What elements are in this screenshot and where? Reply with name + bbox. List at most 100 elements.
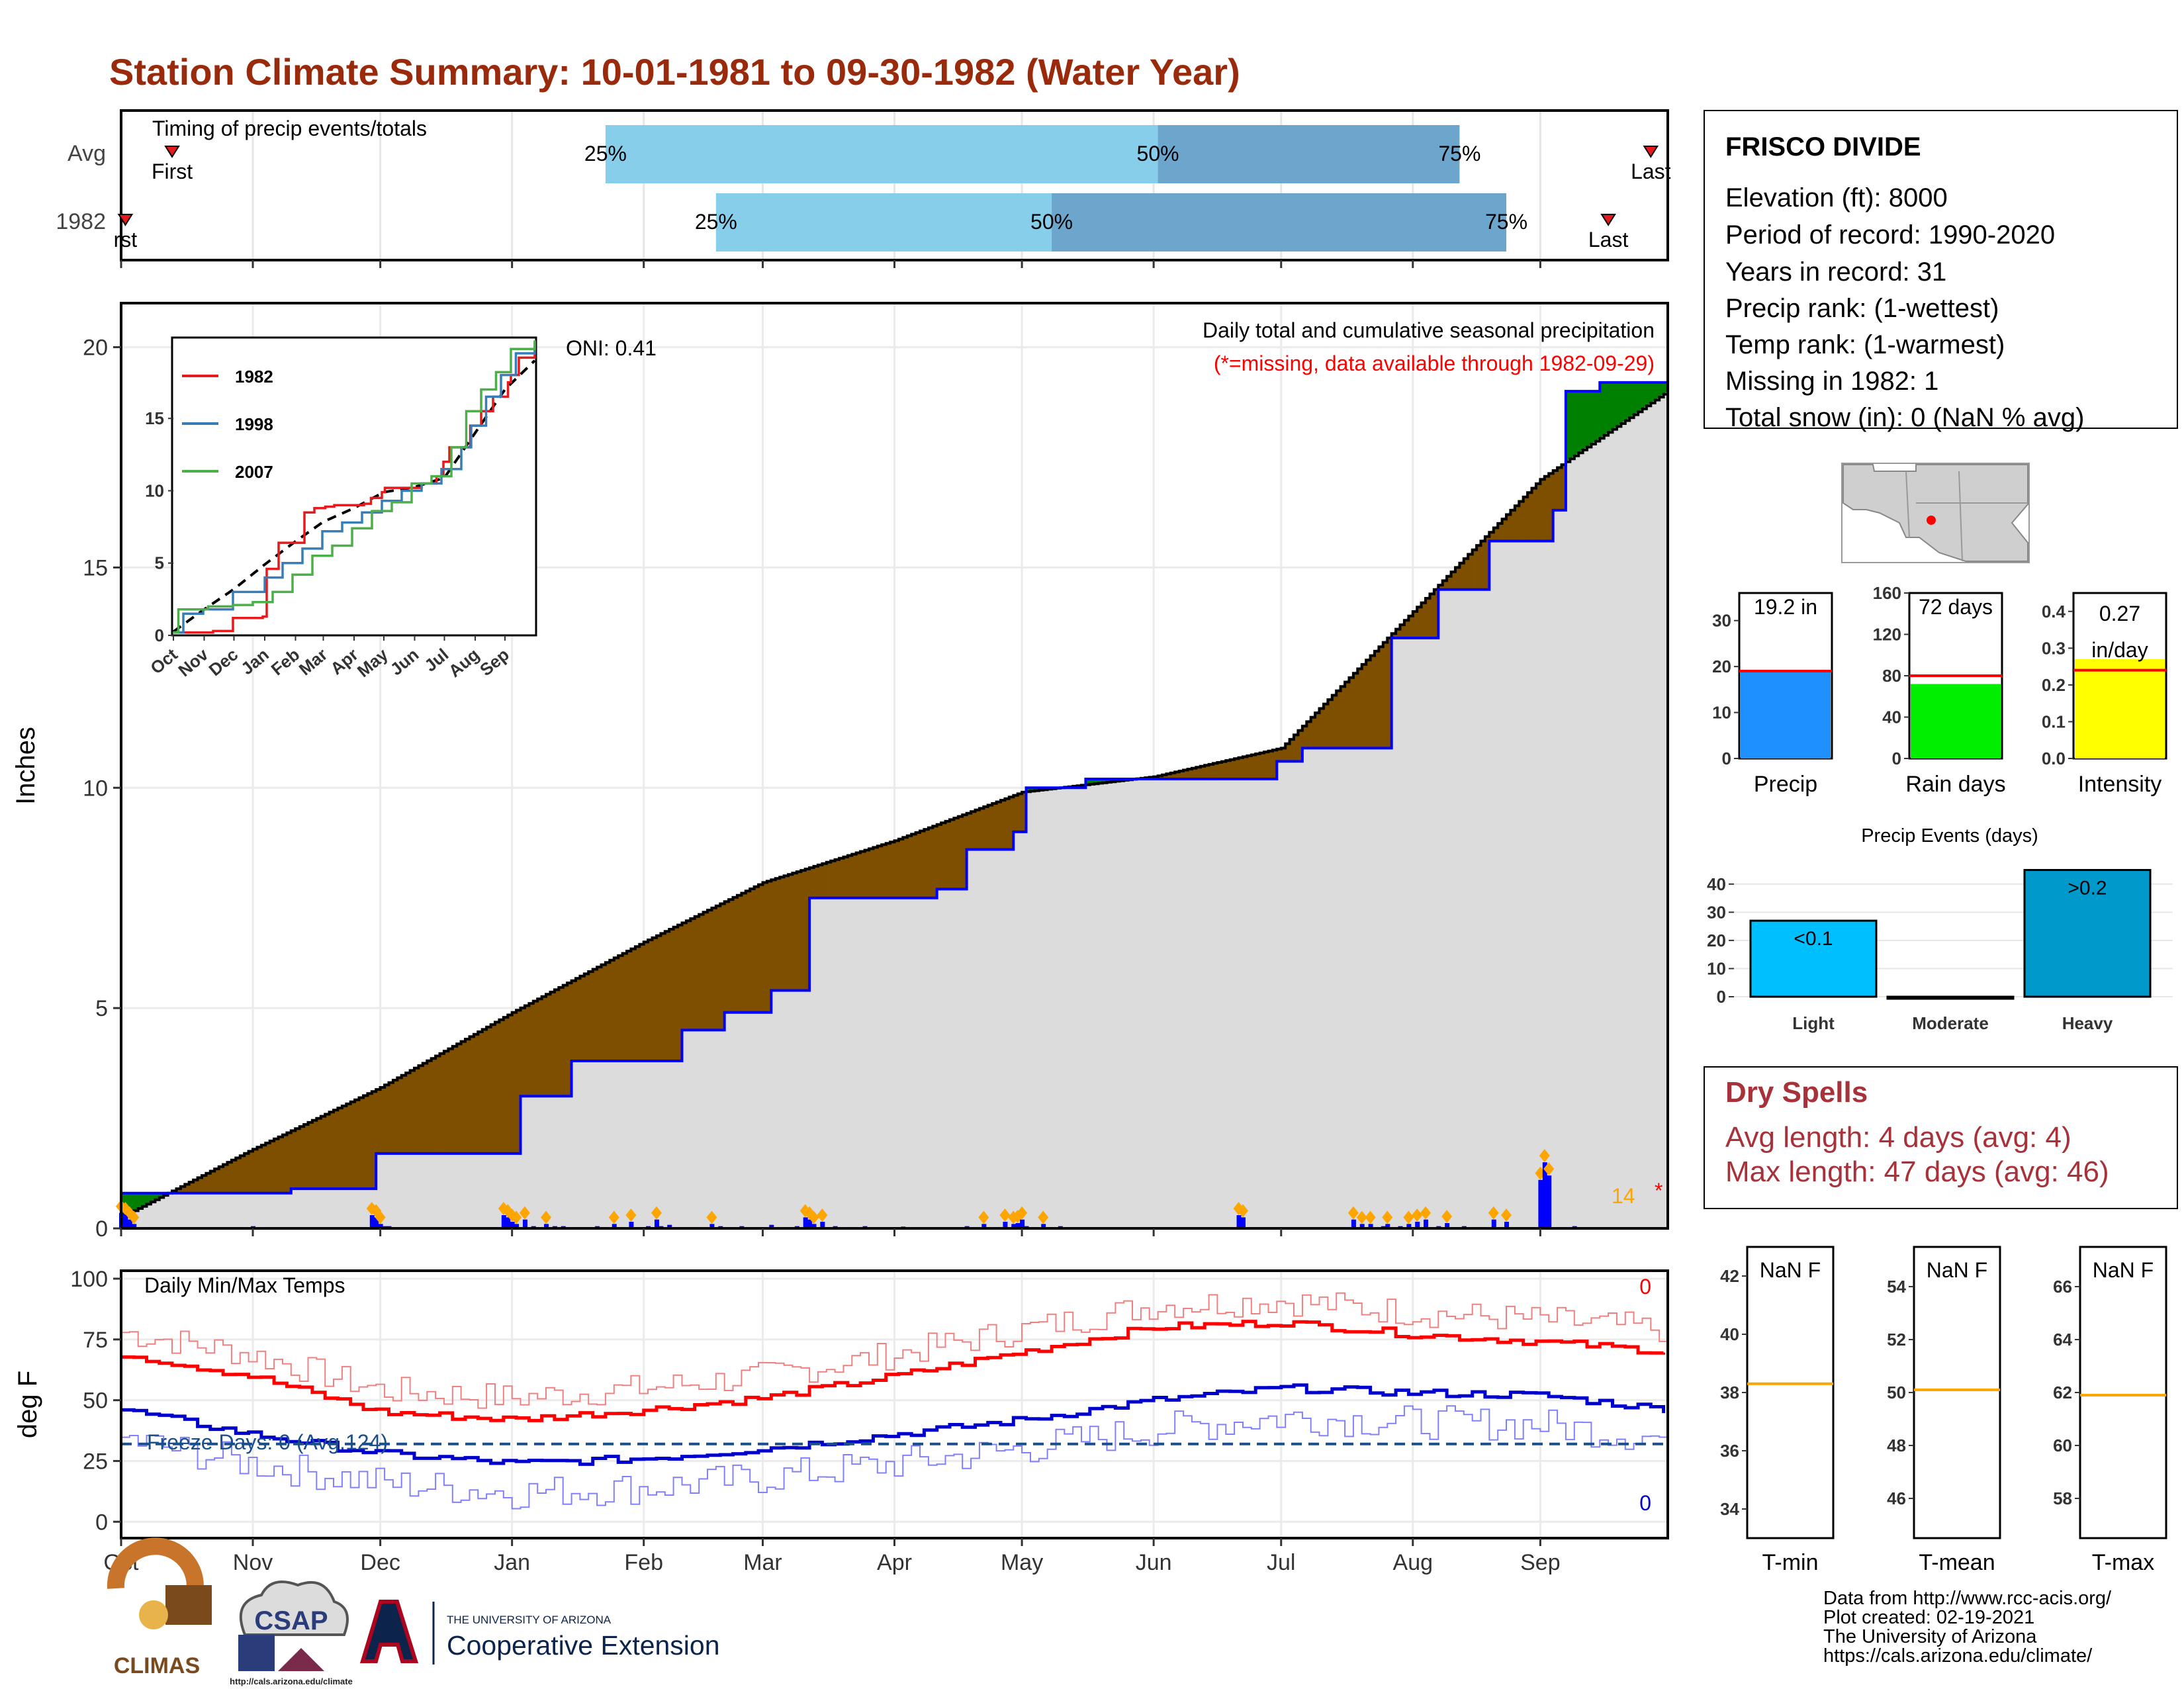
- temp-y-label: deg F: [13, 1371, 42, 1438]
- deficit-fill: [606, 962, 610, 1061]
- deficit-fill: [486, 1027, 491, 1154]
- event-bar-label: Moderate: [1912, 1013, 1989, 1033]
- tmax-average-line: [121, 1322, 1664, 1421]
- precip-note: (*=missing, data available through 1982-…: [1214, 351, 1655, 375]
- deficit-fill: [474, 1034, 478, 1154]
- deficit-fill: [291, 1130, 296, 1189]
- deficit-fill: [1362, 664, 1367, 748]
- surplus-deficit-fill: [1613, 383, 1617, 430]
- deficit-fill: [1001, 800, 1005, 849]
- station-location-dot: [1927, 516, 1936, 525]
- deficit-fill: [771, 880, 776, 990]
- deficit-fill: [618, 956, 623, 1061]
- deficit-fill: [1527, 492, 1532, 541]
- deficit-fill: [1230, 760, 1235, 779]
- deficit-fill: [427, 1061, 432, 1154]
- deficit-fill: [1557, 468, 1562, 510]
- deficit-fill: [729, 899, 733, 1013]
- deficit-fill: [418, 1066, 423, 1154]
- deficit-fill: [219, 1167, 224, 1193]
- deficit-fill: [1332, 695, 1337, 748]
- deficit-fill: [228, 1162, 232, 1193]
- dry-spells-avg: Avg length: 4 days (avg: 4): [1725, 1121, 2071, 1154]
- temp-summary-frame: [2080, 1247, 2166, 1538]
- credit-plot-created: Plot created: 02-19-2021: [1823, 1607, 2034, 1628]
- timing-row-avg-label: Avg: [68, 141, 106, 166]
- deficit-fill: [648, 940, 653, 1061]
- deficit-fill: [903, 837, 907, 897]
- deficit-fill: [801, 870, 805, 990]
- deficit-fill: [461, 1042, 466, 1154]
- summary-bar-value: [2075, 659, 2165, 758]
- inset-x-tick-label: Jan: [237, 645, 273, 679]
- deficit-fill: [623, 953, 627, 1061]
- deficit-fill: [776, 878, 780, 990]
- deficit-fill: [843, 857, 848, 898]
- deficit-fill: [232, 1160, 236, 1193]
- deficit-fill: [657, 936, 661, 1061]
- deficit-fill: [822, 864, 827, 898]
- surplus-deficit-fill: [1617, 383, 1621, 427]
- temp-label: Daily Min/Max Temps: [144, 1273, 345, 1297]
- last-marker-icon: [1602, 214, 1615, 225]
- deficit-fill: [1553, 471, 1558, 510]
- deficit-fill: [1481, 541, 1486, 589]
- station-line-precip-rank: Precip rank: (1-wettest): [1725, 294, 1999, 323]
- deficit-fill: [716, 906, 721, 1030]
- deficit-fill: [758, 885, 763, 1013]
- surplus-deficit-fill: [1591, 391, 1596, 444]
- deficit-fill: [916, 833, 921, 898]
- deficit-fill: [597, 967, 602, 1061]
- csap-pillar: [238, 1635, 275, 1671]
- summary-bar-value-unit: in/day: [2091, 638, 2148, 662]
- temp-summary-y-label: 66: [2053, 1277, 2072, 1297]
- deficit-fill: [410, 1070, 415, 1153]
- deficit-fill: [920, 831, 925, 898]
- temp-summary-y-label: 48: [1887, 1436, 1906, 1455]
- deficit-fill: [839, 858, 844, 898]
- timing-bar-upper: [1158, 125, 1460, 183]
- temp-summary-value: NaN F: [1927, 1258, 1987, 1282]
- month-tick-label: Jan: [494, 1550, 530, 1575]
- deficit-fill: [580, 976, 584, 1061]
- deficit-fill: [469, 1036, 474, 1154]
- month-tick-label: Feb: [624, 1550, 663, 1575]
- deficit-fill: [240, 1156, 245, 1193]
- deficit-fill: [852, 854, 856, 898]
- deficit-fill: [997, 802, 1001, 850]
- deficit-fill: [236, 1158, 240, 1193]
- inset-legend-label: 2007: [235, 462, 273, 482]
- temp-summary-y-label: 60: [2053, 1436, 2072, 1455]
- temp-summary-y-label: 62: [2053, 1383, 2072, 1402]
- deficit-fill: [933, 826, 937, 898]
- credits: Data from http://www.rcc-acis.org/ Plot …: [1823, 1588, 2112, 1667]
- temp-summary-y-label: 50: [1887, 1383, 1906, 1402]
- temp-summary-y-label: 58: [2053, 1488, 2072, 1508]
- inset-x-tick-label: Sep: [476, 645, 513, 680]
- summary-bar-y-label: 0.2: [2042, 675, 2066, 695]
- deficit-fill: [1336, 691, 1341, 749]
- deficit-fill: [355, 1100, 359, 1189]
- deficit-fill: [1018, 794, 1023, 831]
- deficit-fill: [1324, 704, 1328, 749]
- deficit-fill: [1260, 753, 1265, 779]
- deficit-fill: [1353, 673, 1358, 748]
- first-marker-icon: [165, 146, 179, 157]
- credit-data-source: Data from http://www.rcc-acis.org/: [1823, 1588, 2112, 1609]
- deficit-fill: [261, 1145, 266, 1193]
- summary-bar-y-label: 30: [1712, 611, 1731, 631]
- deficit-fill: [295, 1128, 300, 1189]
- events-y-label: 30: [1707, 902, 1726, 922]
- deficit-fill: [325, 1114, 330, 1189]
- deficit-fill: [886, 843, 891, 897]
- deficit-fill: [537, 999, 542, 1096]
- deficit-fill: [754, 887, 759, 1013]
- deficit-fill: [588, 972, 593, 1061]
- event-bar-label: Light: [1792, 1013, 1835, 1033]
- deficit-fill: [512, 1013, 517, 1154]
- deficit-fill: [725, 901, 729, 1012]
- deficit-fill: [402, 1075, 406, 1154]
- temp-summary-y-label: 40: [1720, 1324, 1739, 1344]
- deficit-fill: [576, 978, 580, 1061]
